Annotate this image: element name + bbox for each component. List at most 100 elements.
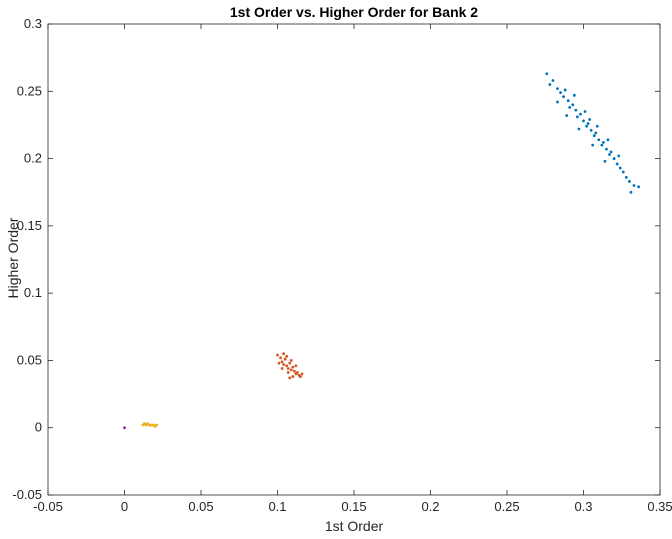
data-point	[155, 423, 159, 427]
data-point	[591, 143, 595, 147]
chart-title: 1st Order vs. Higher Order for Bank 2	[230, 4, 478, 20]
x-tick-label: -0.05	[33, 499, 63, 514]
data-point	[585, 124, 588, 128]
data-point	[592, 134, 596, 138]
data-point	[597, 138, 601, 142]
data-point	[551, 79, 555, 82]
x-tick-label: 0.25	[494, 499, 519, 514]
data-point	[606, 138, 610, 142]
data-point	[571, 103, 575, 107]
data-point	[291, 375, 295, 378]
data-point	[285, 364, 289, 368]
x-tick-label: 0.05	[188, 499, 213, 514]
y-tick-label: 0.1	[24, 285, 42, 300]
series-2	[276, 352, 304, 380]
data-point	[283, 357, 287, 361]
data-point	[565, 114, 569, 117]
data-point	[624, 176, 628, 179]
data-point	[583, 110, 587, 113]
data-point	[292, 369, 296, 373]
data-point	[556, 100, 559, 104]
x-tick-label: 0	[121, 499, 128, 514]
plot-area	[123, 72, 640, 430]
data-point	[577, 127, 581, 131]
data-point	[621, 170, 625, 174]
data-point	[582, 119, 585, 123]
data-point	[589, 128, 593, 132]
data-point	[594, 131, 598, 135]
data-point	[282, 352, 286, 356]
data-point	[288, 361, 292, 365]
x-axis-label: 1st Order	[325, 518, 384, 534]
data-point	[280, 360, 284, 364]
axes-box	[47, 23, 661, 496]
data-point	[279, 356, 282, 360]
y-tick-label: 0	[35, 420, 42, 435]
data-point	[574, 108, 578, 112]
x-tick-label: 0.1	[268, 499, 286, 514]
series-1	[545, 72, 640, 194]
series-4	[123, 426, 126, 430]
y-tick-label: 0.15	[17, 218, 42, 233]
x-tick-label: 0.15	[341, 499, 366, 514]
data-point	[618, 166, 622, 170]
y-axis-label: Higher Order	[5, 217, 21, 298]
data-point	[289, 359, 293, 362]
data-point	[123, 426, 126, 430]
data-point	[295, 371, 299, 374]
data-point	[280, 367, 284, 370]
axes	[47, 23, 661, 496]
y-tick-label: -0.05	[12, 487, 42, 502]
data-point	[617, 154, 621, 158]
data-point	[556, 87, 559, 90]
data-point	[575, 115, 579, 119]
data-point	[276, 353, 279, 357]
data-point	[548, 83, 552, 86]
data-point	[615, 162, 619, 166]
data-point	[572, 93, 576, 97]
data-point	[299, 375, 302, 378]
data-point	[568, 106, 572, 109]
data-point	[300, 372, 304, 376]
data-point	[637, 185, 640, 189]
x-tick-label: 0.2	[421, 499, 439, 514]
data-point	[586, 122, 590, 125]
data-point	[545, 72, 549, 76]
data-point	[286, 367, 290, 370]
data-point	[628, 180, 631, 183]
data-point	[600, 143, 604, 147]
data-point	[288, 376, 292, 380]
data-point	[605, 147, 608, 151]
data-point	[595, 124, 599, 128]
data-point	[608, 153, 611, 156]
x-axis-ticks: -0.05 0 0.05 0.1 0.15 0.2 0.25 0.3 0.35	[33, 24, 672, 514]
data-point	[601, 141, 605, 144]
data-point	[632, 184, 636, 187]
data-point	[282, 363, 286, 366]
y-tick-label: 0.2	[24, 151, 42, 166]
data-point	[286, 371, 290, 374]
data-point	[559, 91, 562, 95]
data-point	[566, 99, 570, 103]
data-point	[609, 150, 613, 154]
data-point	[291, 365, 295, 369]
series-3	[141, 422, 159, 428]
data-point	[579, 112, 582, 116]
data-point	[289, 368, 293, 372]
data-point	[588, 118, 592, 121]
y-tick-label: 0.05	[17, 352, 42, 367]
y-tick-label: 0.3	[24, 16, 42, 31]
data-point	[563, 88, 567, 92]
data-point	[562, 95, 566, 99]
data-point	[285, 354, 289, 358]
x-tick-label: 0.3	[574, 499, 592, 514]
data-point	[629, 190, 633, 194]
y-axis-ticks: -0.05 0 0.05 0.1 0.15 0.2 0.25 0.3	[12, 16, 660, 502]
data-point	[277, 361, 281, 365]
data-point	[294, 364, 298, 368]
y-tick-label: 0.25	[17, 83, 42, 98]
x-tick-label: 0.35	[647, 499, 672, 514]
data-point	[612, 157, 616, 160]
